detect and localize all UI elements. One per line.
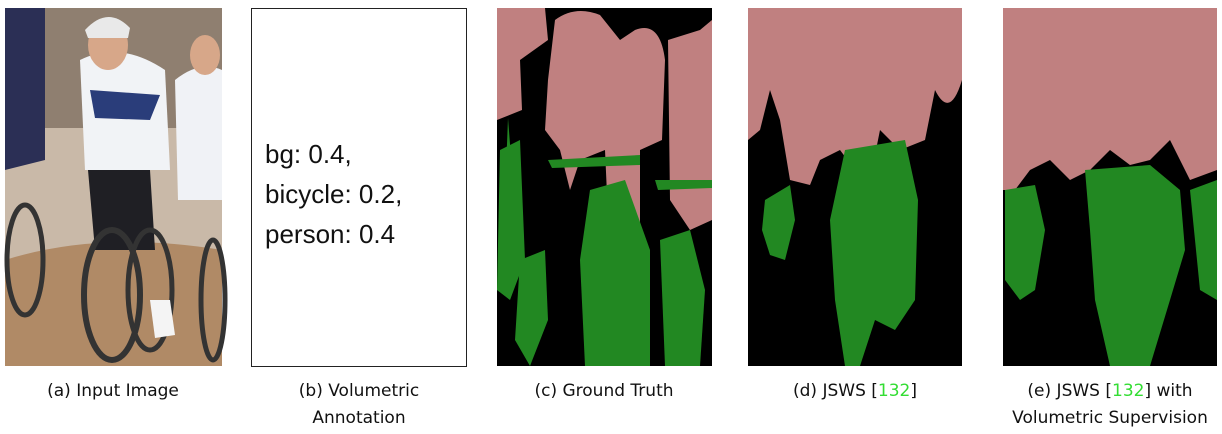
annotation-line: bg: 0.4, <box>265 134 402 174</box>
caption-line: (c) Ground Truth <box>474 378 734 405</box>
caption-text: (c) Ground Truth <box>534 381 673 401</box>
caption: (a) Input Image <box>0 378 243 405</box>
caption-line: Volumetric Supervision <box>980 405 1222 432</box>
ground-truth-mask <box>497 8 712 366</box>
caption-line: (e) JSWS [132] with <box>980 378 1222 405</box>
jsws-mask <box>748 8 962 366</box>
caption-line: (a) Input Image <box>0 378 243 405</box>
caption-line: (b) Volumetric <box>229 378 489 405</box>
caption-text: Annotation <box>312 408 405 428</box>
caption-text: ] with <box>1144 381 1192 401</box>
caption: (c) Ground Truth <box>474 378 734 405</box>
input-image <box>5 8 225 366</box>
annotation-line: person: 0.4 <box>265 214 402 254</box>
caption-text: Volumetric Supervision <box>1012 408 1208 428</box>
caption-line: Annotation <box>229 405 489 432</box>
caption: (e) JSWS [132] with Volumetric Supervisio… <box>980 378 1222 432</box>
panels <box>0 0 1222 434</box>
annotation-line: bicycle: 0.2, <box>265 174 402 214</box>
caption-text: (b) Volumetric <box>299 381 419 401</box>
annotation-text: bg: 0.4,bicycle: 0.2,person: 0.4 <box>265 134 402 254</box>
figure: bg: 0.4,bicycle: 0.2,person: 0.4 (a) Inp… <box>0 0 1222 434</box>
jsws-volumetric-mask <box>1003 8 1217 366</box>
caption: (b) Volumetric Annotation <box>229 378 489 432</box>
citation: 132 <box>1112 381 1144 401</box>
caption: (d) JSWS [132] <box>725 378 985 405</box>
citation: 132 <box>878 381 910 401</box>
caption-text: (d) JSWS [ <box>793 381 878 401</box>
caption-text: (a) Input Image <box>47 381 179 401</box>
caption-text: (e) JSWS [ <box>1027 381 1112 401</box>
caption-line: (d) JSWS [132] <box>725 378 985 405</box>
caption-text: ] <box>910 381 917 401</box>
